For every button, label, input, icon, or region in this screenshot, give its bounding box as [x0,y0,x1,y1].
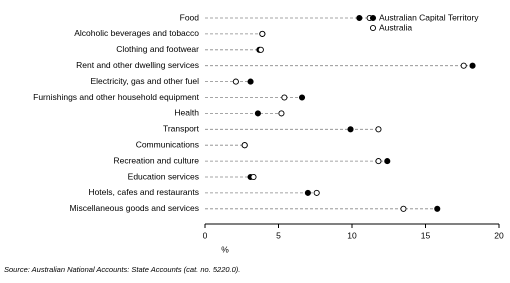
y-tick-label: Recreation and culture [113,155,199,165]
x-tick-label: 15 [421,230,431,240]
x-tick-label: 20 [494,230,504,240]
x-tick-label: 0 [203,230,208,240]
y-tick-label: Health [174,108,199,118]
dot [469,62,476,69]
dot [298,94,306,101]
dot [304,189,311,196]
y-tick-label: Hotels, cafes and restaurants [88,187,199,197]
dot [281,94,288,101]
source-note: Source: Australian National Accounts: St… [4,265,240,274]
legend-label: Australia [379,22,412,32]
legend-marker [369,14,377,22]
y-tick-label: Miscellaneous goods and services [70,203,199,213]
dot [400,205,407,212]
y-tick-label: Communications [136,139,199,149]
x-tick-label: 5 [276,230,281,240]
dot [278,110,285,117]
dot [259,30,266,37]
y-tick-label: Rent and other dwelling services [76,60,199,70]
dot [232,78,239,85]
y-tick-label: Clothing and footwear [116,44,199,54]
dot [347,126,354,133]
dot [257,46,264,53]
dot [356,14,363,22]
dot [250,173,257,181]
legend-marker [369,24,377,32]
legend-label: Australian Capital Territory [379,12,479,22]
y-tick-label: Food [180,12,200,22]
dot [384,158,391,165]
dot [247,78,254,85]
dot [375,126,382,133]
x-axis-label: % [221,244,229,254]
dot [434,205,441,212]
y-tick-label: Electricity, gas and other fuel [90,76,199,86]
y-tick-label: Alcoholic beverages and tobacco [74,28,199,38]
dot [460,62,467,69]
dot [375,158,382,165]
dot [254,110,261,117]
dot [241,142,248,149]
y-tick-label: Furnishings and other household equipmen… [33,92,200,102]
y-tick-label: Education services [128,171,199,181]
y-tick-label: Transport [163,124,200,134]
dot [313,189,320,196]
x-tick-label: 10 [347,230,357,240]
